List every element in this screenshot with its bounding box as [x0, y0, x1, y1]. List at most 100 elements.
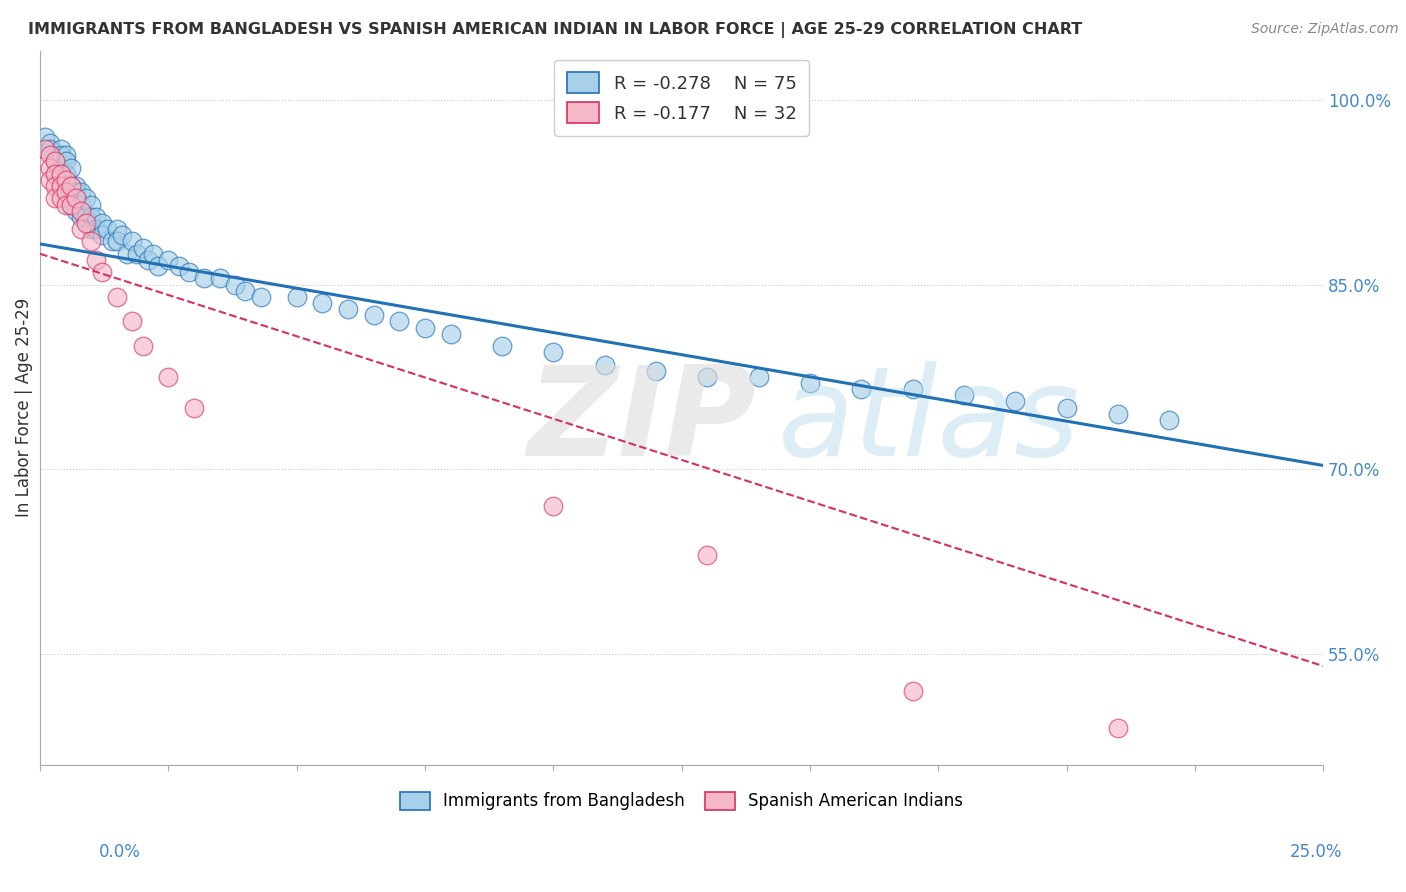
Point [55, 148, 77, 162]
Point [55, 185, 77, 199]
Point [86, 210, 108, 224]
Point [311, 296, 333, 310]
Point [491, 339, 513, 353]
Point [70, 222, 93, 236]
Point [131, 241, 153, 255]
Point [105, 222, 128, 236]
Point [59, 161, 82, 175]
Point [55, 179, 77, 194]
Point [121, 235, 143, 249]
Point [208, 271, 231, 285]
Point [90, 265, 112, 279]
Point [233, 284, 256, 298]
Point [55, 173, 77, 187]
Point [55, 191, 77, 205]
Text: 25.0%: 25.0% [1291, 843, 1343, 861]
Point [34, 142, 56, 156]
Point [44, 148, 66, 162]
Point [901, 382, 924, 396]
Point [1107, 407, 1129, 421]
Text: Source: ZipAtlas.com: Source: ZipAtlas.com [1251, 22, 1399, 37]
Y-axis label: In Labor Force | Age 25-29: In Labor Force | Age 25-29 [15, 298, 32, 517]
Point [44, 167, 66, 181]
Point [439, 326, 461, 341]
Point [70, 185, 93, 199]
Point [65, 191, 87, 205]
Point [39, 173, 62, 187]
Point [901, 683, 924, 698]
Point [105, 235, 128, 249]
Point [59, 179, 82, 194]
Point [142, 246, 165, 260]
Point [224, 277, 246, 292]
Point [115, 246, 138, 260]
Point [39, 148, 62, 162]
Point [86, 222, 108, 236]
Point [80, 235, 103, 249]
Point [59, 197, 82, 211]
Point [70, 197, 93, 211]
Point [696, 369, 718, 384]
Point [541, 345, 564, 359]
Point [127, 246, 149, 260]
Point [80, 222, 103, 236]
Point [80, 197, 103, 211]
Point [70, 210, 93, 224]
Point [799, 376, 821, 390]
Point [44, 191, 66, 205]
Point [105, 290, 128, 304]
Point [39, 161, 62, 175]
Point [644, 364, 666, 378]
Point [44, 154, 66, 169]
Legend: Immigrants from Bangladesh, Spanish American Indians: Immigrants from Bangladesh, Spanish Amer… [394, 785, 970, 817]
Point [44, 167, 66, 181]
Point [80, 210, 103, 224]
Point [101, 235, 124, 249]
Point [75, 216, 97, 230]
Point [96, 222, 118, 236]
Point [285, 290, 308, 304]
Point [49, 179, 72, 194]
Text: 0.0%: 0.0% [98, 843, 141, 861]
Point [336, 302, 359, 317]
Point [748, 369, 770, 384]
Point [1107, 721, 1129, 735]
Point [65, 179, 87, 194]
Point [90, 216, 112, 230]
Point [121, 314, 143, 328]
Point [49, 167, 72, 181]
Point [193, 271, 215, 285]
Point [851, 382, 873, 396]
Point [75, 210, 97, 224]
Point [388, 314, 411, 328]
Point [59, 197, 82, 211]
Point [65, 185, 87, 199]
Point [75, 191, 97, 205]
Text: atlas: atlas [778, 361, 1080, 483]
Point [49, 167, 72, 181]
Point [90, 228, 112, 243]
Point [413, 320, 436, 334]
Point [55, 167, 77, 181]
Point [953, 388, 976, 402]
Point [1004, 394, 1026, 409]
Point [59, 179, 82, 194]
Point [696, 549, 718, 563]
Point [146, 259, 169, 273]
Point [167, 259, 190, 273]
Point [55, 197, 77, 211]
Point [49, 191, 72, 205]
Text: ZIP: ZIP [527, 361, 756, 483]
Point [136, 252, 159, 267]
Point [49, 142, 72, 156]
Point [363, 308, 385, 322]
Point [183, 401, 205, 415]
Point [157, 369, 180, 384]
Point [541, 499, 564, 513]
Point [39, 142, 62, 156]
Point [49, 148, 72, 162]
Point [111, 228, 134, 243]
Point [249, 290, 271, 304]
Point [131, 339, 153, 353]
Point [86, 252, 108, 267]
